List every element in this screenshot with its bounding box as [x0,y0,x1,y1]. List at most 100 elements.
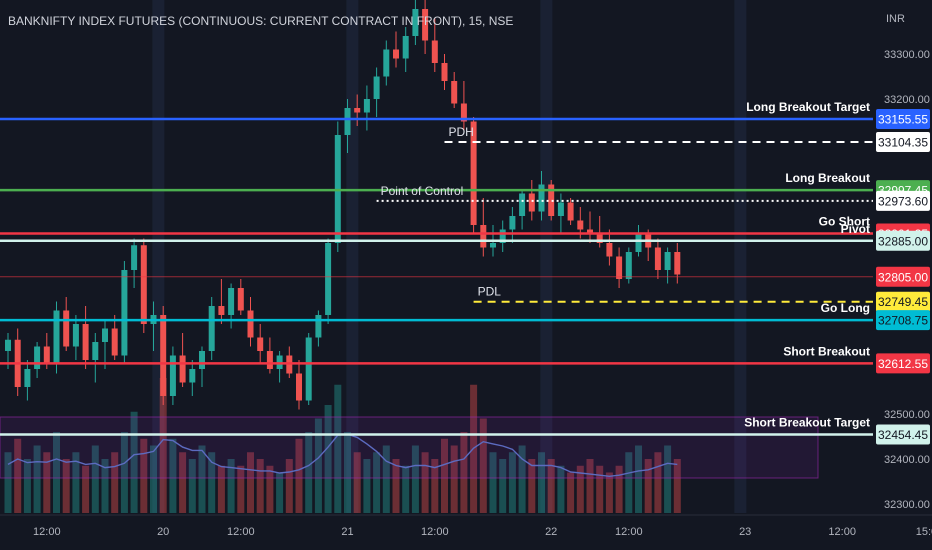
time-tick-label: 23 [739,526,751,538]
volume-bar [198,445,206,513]
volume-bar [276,472,284,513]
price-tag-label: 33104.35 [878,136,928,150]
candle-body [82,324,89,360]
volume-bar [159,378,167,513]
volume-bar [644,459,652,513]
candle-body [470,121,477,225]
candle-body [121,270,128,356]
candle-body [24,369,31,387]
level-label: Point of Control [381,184,464,198]
candle-body [344,108,351,135]
price-tick-label: 33200.00 [884,94,930,106]
volume-bar [169,438,177,513]
time-tick-label: 12:00 [615,526,643,538]
volume-bar [188,459,196,513]
volume-bar [82,465,90,513]
price-tag-label: 32612.55 [878,357,928,371]
candle-body [393,49,399,59]
volume-bar [392,459,400,513]
level-label: Short Breakout Target [744,415,870,429]
candle-body [490,243,496,248]
price-tag [876,132,930,153]
volume-bar [130,411,138,513]
volume-bar [596,465,604,513]
level-label: Go Short [819,214,870,228]
volume-bar [664,445,672,513]
candle-body [635,234,642,252]
level-label: Go Long [821,301,870,315]
volume-bar [605,472,613,513]
volume-bar [111,452,119,513]
level-label: Long Breakout [785,171,870,185]
level-label: Pivot [841,222,870,236]
price-tag [876,109,930,130]
candle-body [325,243,332,315]
candle-body [577,220,584,230]
volume-bar [576,465,584,513]
candle-body [363,99,370,113]
volume-pane [4,378,681,513]
price-tag-label: 33155.55 [878,113,928,127]
level-label: PDH [449,125,474,139]
candle-body [43,346,50,365]
candle-body [625,252,632,279]
candle-body [441,63,448,81]
candle-body [237,288,244,311]
candle-body [140,245,147,324]
candle-body [567,202,574,221]
price-tag-label: 32708.75 [878,314,928,328]
volume-bar [208,452,216,513]
candle-body [412,9,419,36]
candle-body [92,342,99,360]
candle-body [266,351,273,369]
price-tag-label: 32805.00 [878,270,928,284]
candle-body [169,355,176,396]
candle-body [587,229,593,234]
volume-bar [344,432,351,513]
price-tag-label: 32454.45 [878,428,928,442]
candle-body [189,369,196,383]
candle-body [422,9,429,41]
price-tag-label: 32749.45 [878,295,928,309]
price-tick-label: 32300.00 [884,499,930,511]
time-tick-label: 12:00 [33,526,61,538]
candle-body [402,36,409,59]
time-scale: 12:00 20 12:00 21 12:00 22 12:00 23 12:00 15:00 [33,526,932,538]
candle-body [247,310,254,338]
candle-body [538,184,545,212]
volume-bar [237,465,245,513]
candle-body [354,108,361,113]
volume-bar [528,459,536,513]
volume-bar [363,459,371,513]
level-label: Short Breakout [783,344,870,358]
candle-body [606,243,613,257]
candle-body [548,184,555,216]
price-scale: 33300.00 33200.00 32500.00 32400.00 32300.00 [884,49,930,511]
price-tags: 33155.5533104.3532997.4532973.6032901.25… [876,109,930,445]
candle-body [616,256,623,279]
price-tick-label: 32500.00 [884,409,930,421]
volume-bar [179,452,187,513]
candle-body [63,310,70,347]
volume-bar [411,445,419,513]
volume-bar [567,472,575,513]
volume-bar [382,445,390,513]
volume-bar [373,452,381,513]
volume-bar [586,459,594,513]
price-tag [876,230,930,251]
volume-bar [227,459,235,513]
volume-bar [120,432,128,513]
volume-bar [217,465,225,513]
candle-body [160,315,167,396]
candle-body [208,306,215,351]
volume-bar [353,452,361,513]
volume-bar [557,465,565,513]
candle-body [557,202,564,216]
volume-bar [247,452,254,513]
candle-body [199,351,205,369]
price-tag [876,266,930,287]
session-break-band [734,0,747,513]
candle-body [228,288,235,315]
